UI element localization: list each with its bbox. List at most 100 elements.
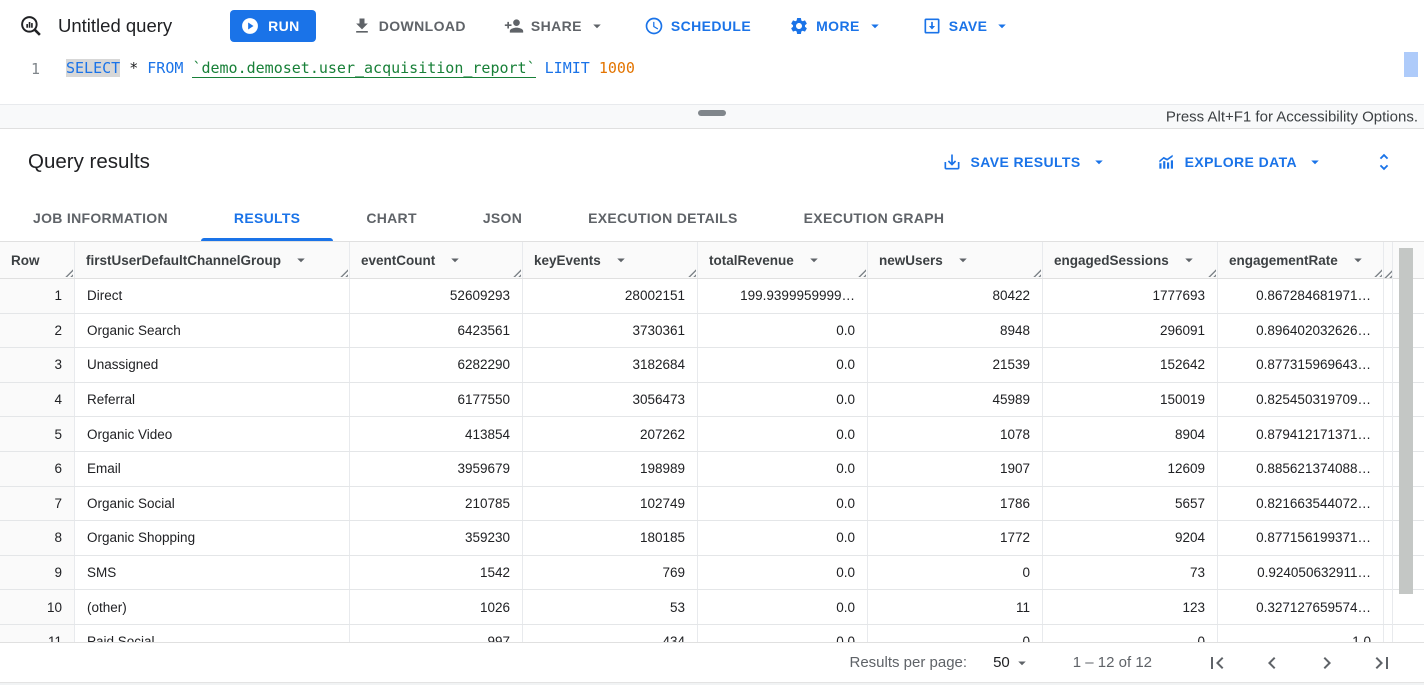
pagination-range: 1 – 12 of 12 <box>1072 654 1152 671</box>
table-row: 4 Referral 6177550 3056473 0.0 45989 150019 0.8… <box>0 382 1424 418</box>
table-cell: 6177550 <box>350 382 523 417</box>
column-resize-handle[interactable] <box>856 267 866 277</box>
table-cell: 150019 <box>1043 382 1218 417</box>
arrow-drop-down-icon[interactable] <box>292 251 310 269</box>
tab-label: EXECUTION DETAILS <box>588 210 738 226</box>
save-button[interactable]: SAVE <box>918 8 1016 44</box>
table-cell: (other) <box>75 590 350 624</box>
sql-token: SELECT <box>66 59 121 77</box>
column-header-newusers[interactable]: newUsers <box>868 242 1043 278</box>
arrow-drop-down-icon[interactable] <box>612 251 630 269</box>
last-page-button[interactable] <box>1370 651 1394 675</box>
column-resize-handle[interactable] <box>1031 267 1041 277</box>
table-cell: 0.924050632911… <box>1218 555 1384 590</box>
table-cell: 73 <box>1043 555 1218 590</box>
table-cell: 3730361 <box>523 313 698 348</box>
column-header-firstuserdefaultchannelgroup[interactable]: firstUserDefaultChannelGroup <box>75 242 350 278</box>
column-resize-handle[interactable] <box>511 267 521 277</box>
schedule-button[interactable]: SCHEDULE <box>640 8 755 44</box>
row-number-cell: 11 <box>0 624 75 642</box>
previous-page-button[interactable] <box>1260 651 1284 675</box>
table-cell: 997 <box>350 624 523 642</box>
column-header-engagementrate[interactable]: engagementRate <box>1218 242 1384 278</box>
table-cell: 152642 <box>1043 348 1218 382</box>
query-title[interactable]: Untitled query <box>58 15 173 36</box>
table-cell: 0.0 <box>698 313 868 348</box>
column-resize-handle[interactable] <box>1382 268 1392 278</box>
run-button[interactable]: RUN <box>230 10 316 42</box>
table-cell: Paid Social <box>75 624 350 642</box>
arrow-drop-down-icon[interactable] <box>1180 251 1198 269</box>
expand-results-button[interactable] <box>1370 148 1398 176</box>
table-cell: 359230 <box>350 521 523 555</box>
save-results-button[interactable]: SAVE RESULTS <box>942 144 1108 180</box>
table-cell: 3959679 <box>350 451 523 486</box>
table-row: 1 Direct 52609293 28002151 199.9399959999… 80… <box>0 279 1424 314</box>
splitter-drag-handle[interactable] <box>698 110 726 116</box>
gear-icon <box>789 16 809 36</box>
table-cell: 207262 <box>523 417 698 451</box>
first-page-button[interactable] <box>1205 651 1229 675</box>
column-resize-handle[interactable] <box>686 267 696 277</box>
table-cell: 53 <box>523 590 698 624</box>
column-header-totalrevenue[interactable]: totalRevenue <box>698 242 868 278</box>
table-cell: 1078 <box>868 417 1043 451</box>
page-size-select[interactable]: 50 <box>993 654 1031 672</box>
tab-execution-graph[interactable]: EXECUTION GRAPH <box>771 195 978 241</box>
column-header-keyevents[interactable]: keyEvents <box>523 242 698 278</box>
table-cell: 210785 <box>350 486 523 521</box>
arrow-drop-down-icon[interactable] <box>954 251 972 269</box>
editor-scrollbar-thumb[interactable] <box>1404 52 1418 77</box>
table-row: 2 Organic Search 6423561 3730361 0.0 8948 2960… <box>0 313 1424 349</box>
page-size-value: 50 <box>993 654 1010 671</box>
column-header-row[interactable]: Row <box>0 242 75 278</box>
table-scrollbar-thumb[interactable] <box>1399 248 1413 594</box>
table-row: 6 Email 3959679 198989 0.0 1907 12609 0.8856213… <box>0 451 1424 487</box>
tab-job-information[interactable]: JOB INFORMATION <box>0 195 201 241</box>
chevron-down-icon <box>998 24 1007 29</box>
table-cell: Email <box>75 451 350 486</box>
table-cell: 0.327127659574… <box>1218 590 1384 624</box>
row-number-cell: 4 <box>0 382 75 417</box>
table-cell: Organic Search <box>75 313 350 348</box>
arrow-drop-down-icon[interactable] <box>1349 251 1367 269</box>
column-resize-handle[interactable] <box>338 267 348 277</box>
table-cell: 413854 <box>350 417 523 451</box>
table-cell: 102749 <box>523 486 698 521</box>
sql-editor[interactable]: 1 SELECT * FROM `demo.demoset.user_acqui… <box>0 52 1424 104</box>
explore-data-button[interactable]: EXPLORE DATA <box>1156 144 1324 180</box>
tab-json[interactable]: JSON <box>450 195 555 241</box>
sql-token: `demo.demoset.user_acquisition_report` <box>192 59 536 78</box>
sql-token: 1000 <box>598 59 635 77</box>
tab-results[interactable]: RESULTS <box>200 195 334 241</box>
query-tab-icon <box>18 13 44 39</box>
chevron-down-icon <box>1311 160 1319 165</box>
save-box-icon <box>922 16 942 36</box>
column-header-engagedsessions[interactable]: engagedSessions <box>1043 242 1218 278</box>
column-header-eventcount[interactable]: eventCount <box>350 242 523 278</box>
download-label: DOWNLOAD <box>378 18 466 34</box>
column-resize-handle[interactable] <box>1372 267 1382 277</box>
next-page-button[interactable] <box>1315 651 1339 675</box>
arrow-drop-down-icon[interactable] <box>805 251 823 269</box>
results-per-page-label: Results per page: <box>849 654 968 671</box>
arrow-drop-down-icon[interactable] <box>446 251 464 269</box>
table-cell: 1772 <box>868 521 1043 555</box>
clock-icon <box>644 16 664 36</box>
query-editor-toolbar: Untitled query RUN DOWNLOAD SHARE SCHEDU… <box>0 0 1424 52</box>
tab-execution-details[interactable]: EXECUTION DETAILS <box>555 195 771 241</box>
chevron-down-icon <box>593 24 601 29</box>
column-resize-handle[interactable] <box>63 267 73 277</box>
column-resize-handle[interactable] <box>1206 267 1216 277</box>
table-cell: 21539 <box>868 348 1043 382</box>
horizontal-scrollbar-track[interactable] <box>0 682 1424 685</box>
sql-code-line[interactable]: SELECT * FROM `demo.demoset.user_acquisi… <box>54 52 635 104</box>
tab-chart[interactable]: CHART <box>333 195 450 241</box>
download-button[interactable]: DOWNLOAD <box>348 8 470 44</box>
table-cell: 1026 <box>350 590 523 624</box>
table-cell: 1542 <box>350 555 523 590</box>
tab-label: RESULTS <box>233 210 301 226</box>
save-label: SAVE <box>948 18 988 34</box>
share-button[interactable]: SHARE <box>500 8 610 44</box>
more-button[interactable]: MORE <box>785 8 888 44</box>
